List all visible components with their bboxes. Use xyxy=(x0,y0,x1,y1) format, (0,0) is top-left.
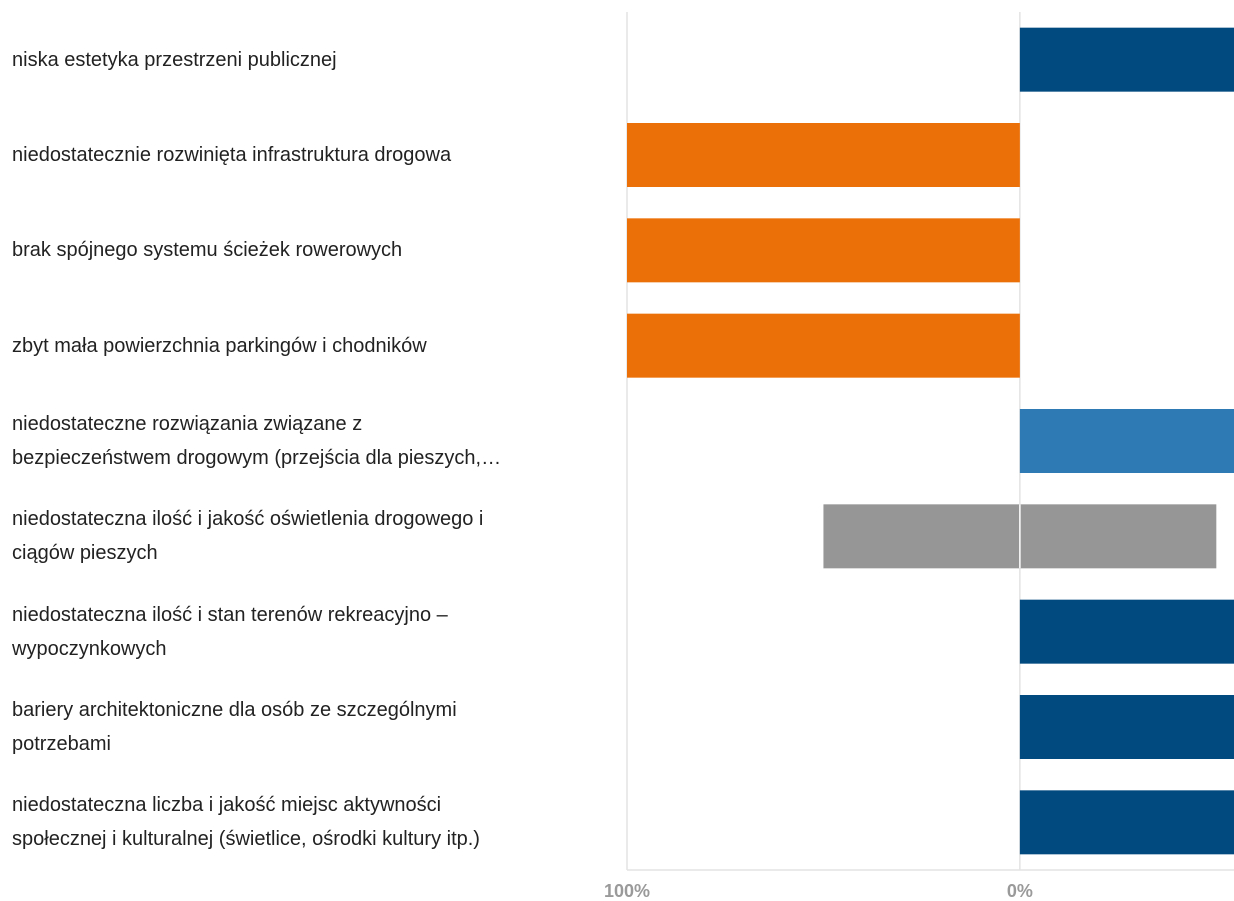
category-label: niedostatecznie rozwinięta infrastruktur… xyxy=(12,144,452,166)
bar xyxy=(1019,409,1234,473)
bar xyxy=(1019,27,1234,92)
bar xyxy=(627,313,1020,378)
category-label: brak spójnego systemu ścieżek rowerowych xyxy=(12,239,403,262)
category-label: niedostateczna ilość i jakość oświetleni… xyxy=(12,508,484,565)
x-tick-label: 0% xyxy=(1007,881,1033,901)
bar xyxy=(1019,695,1234,759)
bar xyxy=(627,123,1020,187)
category-label: niedostateczna ilość i stan terenów rekr… xyxy=(12,603,448,660)
category-label: niedostateczna liczba i jakość miejsc ak… xyxy=(12,794,480,851)
category-label: niedostateczne rozwiązania związane z be… xyxy=(12,413,502,469)
category-label: bariery architektoniczne dla osób ze szc… xyxy=(12,699,457,755)
bar xyxy=(627,218,1020,283)
category-label: niska estetyka przestrzeni publicznej xyxy=(12,48,337,71)
category-label: zbyt mała powierzchnia parkingów i chodn… xyxy=(12,334,427,357)
bar xyxy=(1019,790,1234,855)
bar xyxy=(1019,599,1234,664)
x-tick-label: 100% xyxy=(604,881,650,901)
